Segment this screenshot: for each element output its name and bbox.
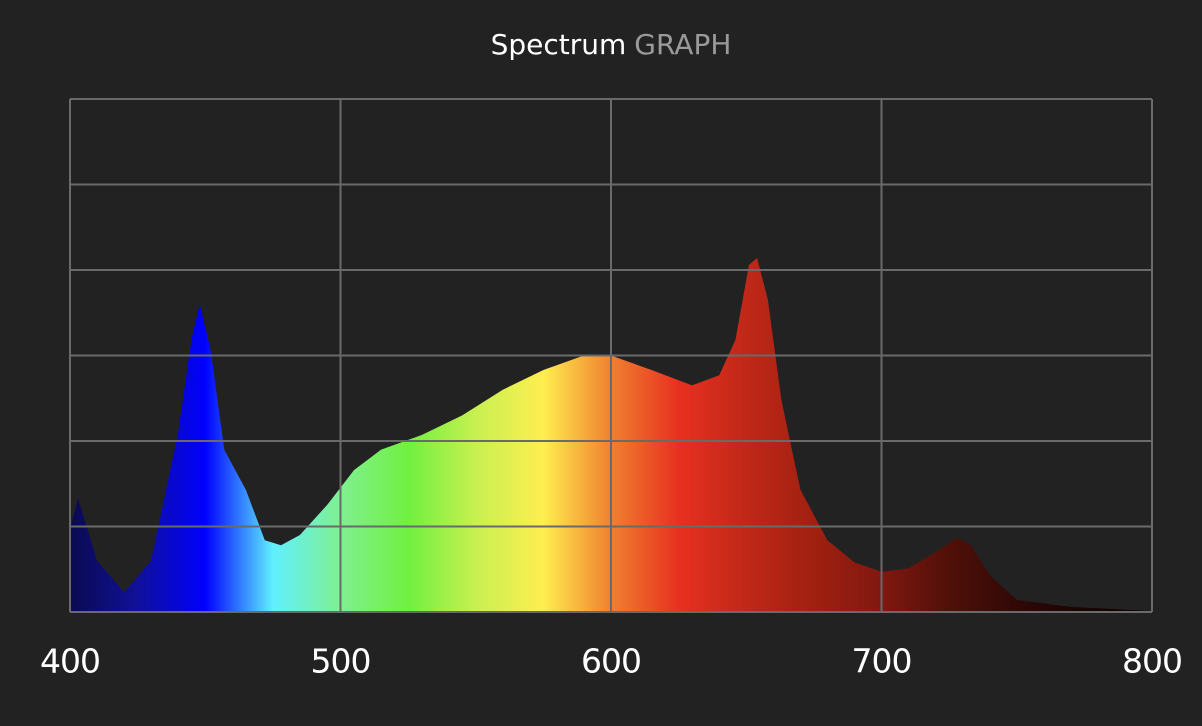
- x-tick-label: 600: [581, 642, 641, 681]
- x-tick-label: 800: [1122, 642, 1182, 681]
- chart-title: Spectrum: [491, 28, 627, 61]
- chart-title-group: Spectrum GRAPH: [491, 28, 732, 61]
- chart-title-accent: GRAPH: [634, 28, 731, 61]
- x-tick-label: 400: [40, 642, 100, 681]
- x-tick-label: 700: [852, 642, 912, 681]
- x-tick-label: 500: [311, 642, 371, 681]
